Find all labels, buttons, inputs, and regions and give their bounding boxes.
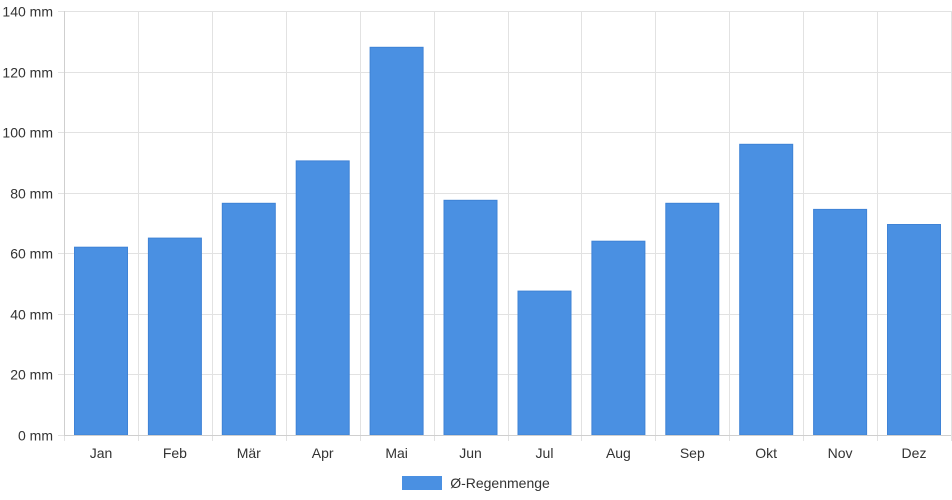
x-tick-label: Jul — [536, 445, 554, 461]
x-tick-label: Apr — [312, 445, 334, 461]
x-tick-label: Jun — [459, 445, 482, 461]
axis-layer: 0 mm 20 mm 40 mm 60 mm 80 mm 100 mm 120 mm 140 … — [2, 4, 951, 461]
x-tick-label: Feb — [163, 445, 187, 461]
y-tick-label: 60 mm — [10, 246, 53, 262]
bar — [147, 237, 202, 436]
x-tick-label: Jan — [90, 445, 113, 461]
x-tick-label: Sep — [680, 445, 705, 461]
bar — [591, 240, 646, 436]
bar — [221, 202, 276, 436]
bar — [443, 199, 498, 436]
y-tick-label: 140 mm — [2, 4, 53, 20]
bar — [369, 46, 424, 436]
y-tick-label: 100 mm — [2, 125, 53, 141]
x-tick-label: Mär — [237, 445, 261, 461]
y-tick-label: 120 mm — [2, 65, 53, 81]
bar — [295, 160, 350, 436]
x-tick-label: Nov — [828, 445, 853, 461]
bar — [74, 246, 128, 436]
y-tick-label: 0 mm — [18, 428, 53, 444]
y-tick-label: 80 mm — [10, 186, 53, 202]
x-tick-label: Dez — [902, 445, 927, 461]
bar — [887, 224, 941, 436]
bar — [517, 290, 572, 436]
x-tick-label: Okt — [755, 445, 777, 461]
legend-label: Ø-Regenmenge — [450, 475, 550, 491]
bar — [813, 208, 868, 436]
x-tick-label: Mai — [385, 445, 408, 461]
y-tick-label: 40 mm — [10, 307, 53, 323]
bar — [739, 143, 794, 436]
legend: Ø-Regenmenge — [0, 472, 952, 494]
legend-swatch — [402, 476, 443, 490]
grid-layer — [58, 11, 952, 441]
x-tick-label: Aug — [606, 445, 631, 461]
bar — [665, 202, 720, 436]
bars-layer — [74, 46, 941, 436]
y-tick-label: 20 mm — [10, 367, 53, 383]
rainfall-bar-chart: 0 mm 20 mm 40 mm 60 mm 80 mm 100 mm 120 mm 140 … — [2, 4, 952, 461]
